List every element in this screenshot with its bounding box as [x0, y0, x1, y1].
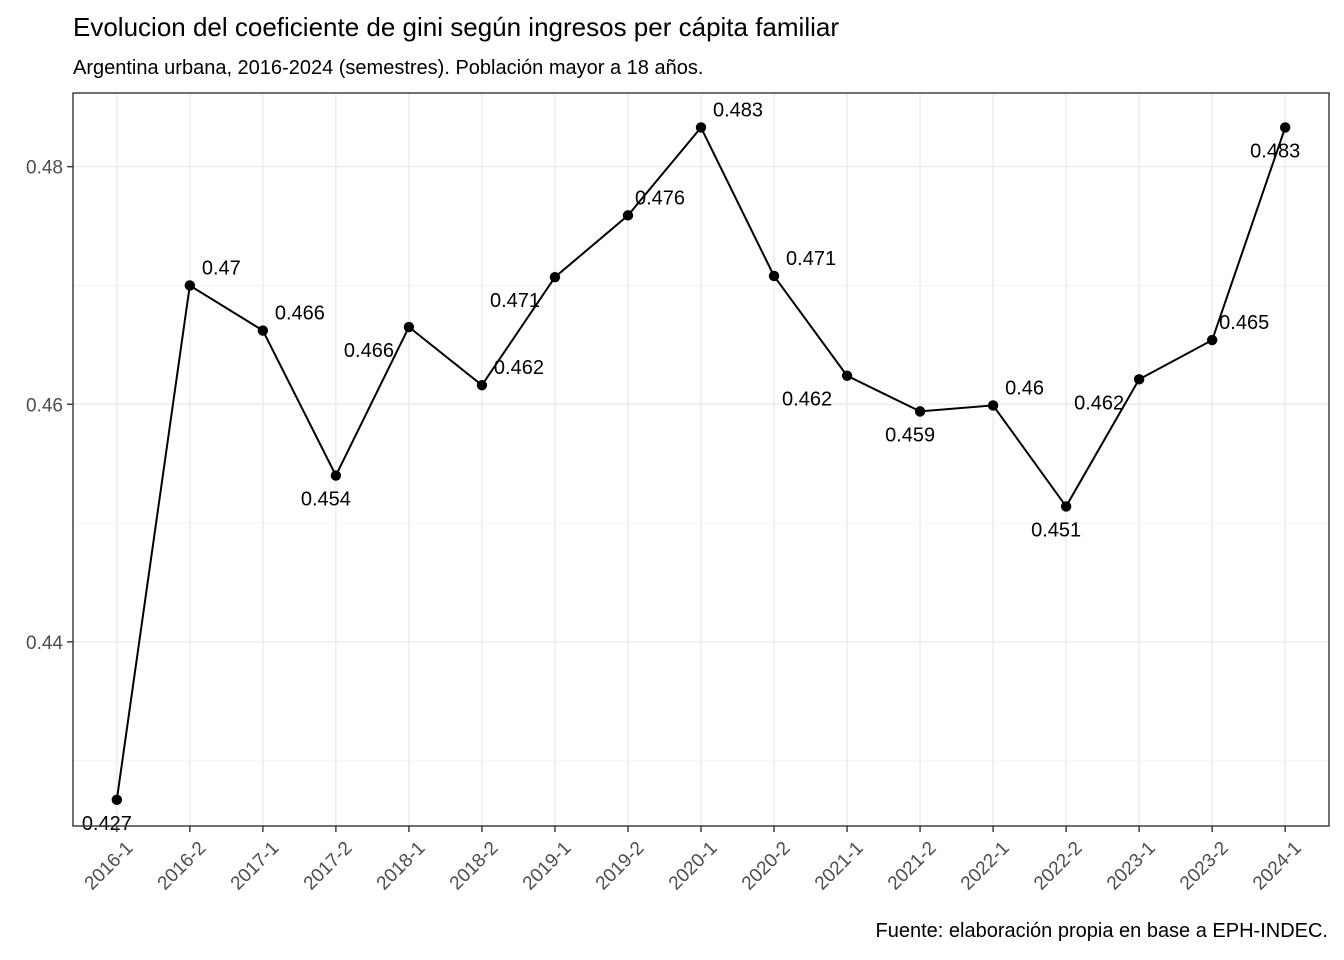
axes: 0.44 0.46 0.48 2016-1 2016-2 2017-1 2017-2 2018… [26, 92, 1330, 895]
data-point-2019-2 [622, 210, 634, 221]
data-label-2024-1: 0.483 [1250, 140, 1300, 162]
x-tick-label-2024-1: 2024-1 [1249, 838, 1306, 895]
data-point-2023-1 [1133, 374, 1145, 385]
data-point-2024-1 [1279, 122, 1291, 133]
x-tick-label-2022-1: 2022-1 [957, 838, 1014, 895]
y-tick-label: 0.46 [26, 395, 63, 416]
x-tick-label-2017-2: 2017-2 [300, 838, 357, 895]
x-tick-label-2016-1: 2016-1 [81, 838, 138, 895]
x-tick-label-2021-2: 2021-2 [884, 838, 941, 895]
x-tick-label-2018-2: 2018-2 [446, 838, 503, 895]
x-tick-label-2017-1: 2017-1 [227, 838, 284, 895]
x-tick-label-2021-1: 2021-1 [811, 838, 868, 895]
grid [73, 93, 1329, 826]
data-label-2016-1: 0.427 [82, 813, 132, 835]
x-tick-label-2019-1: 2019-1 [519, 838, 576, 895]
data-labels: 0.427 0.47 0.466 0.454 0.466 0.462 0.471 0.476 0… [82, 99, 1300, 834]
data-label-2022-2: 0.451 [1031, 519, 1081, 541]
y-tick-label: 0.44 [26, 633, 63, 654]
data-point-2021-2 [914, 406, 926, 417]
data-point-2020-2 [768, 270, 780, 282]
data-point-2018-2 [476, 380, 488, 391]
x-tick-label-2023-1: 2023-1 [1103, 838, 1160, 895]
data-point-2017-2 [330, 470, 342, 481]
data-label-2018-1: 0.466 [344, 340, 394, 362]
data-point-2022-2 [1060, 501, 1072, 512]
data-point-2021-1 [841, 370, 853, 381]
data-label-2017-2: 0.454 [301, 489, 351, 511]
x-tick-label-2019-2: 2019-2 [592, 838, 649, 895]
x-tick-label-2023-2: 2023-2 [1176, 838, 1233, 895]
data-point-2020-1 [695, 122, 707, 133]
data-label-2019-2: 0.476 [635, 187, 685, 209]
data-label-2021-2: 0.459 [885, 424, 935, 446]
data-point-2023-2 [1206, 334, 1218, 346]
data-label-2023-2: 0.465 [1219, 312, 1269, 334]
data-label-2018-2: 0.462 [494, 357, 544, 379]
x-tick-label-2020-2: 2020-2 [738, 838, 795, 895]
x-tick-label-2020-1: 2020-1 [665, 838, 722, 895]
data-point-2016-2 [184, 280, 196, 291]
data-label-2017-1: 0.466 [275, 303, 325, 325]
data-point-2022-1 [987, 400, 999, 411]
data-label-2023-1: 0.462 [1074, 392, 1124, 414]
y-tick-label: 0.48 [26, 158, 63, 179]
x-tick-label-2016-2: 2016-2 [154, 838, 211, 895]
data-points [111, 122, 1291, 806]
data-point-2019-1 [549, 271, 561, 283]
data-point-2016-1 [111, 794, 123, 806]
chart-subtitle: Argentina urbana, 2016-2024 (semestres).… [73, 57, 704, 79]
x-tick-label-2018-1: 2018-1 [373, 838, 430, 895]
data-point-2017-1 [257, 325, 269, 336]
data-label-2019-1: 0.471 [490, 290, 540, 312]
data-point-2018-1 [403, 321, 415, 333]
data-label-2016-2: 0.47 [202, 257, 241, 279]
data-label-2020-2: 0.471 [786, 248, 836, 270]
chart-caption: Fuente: elaboración propia en base a EPH… [875, 920, 1328, 942]
data-label-2020-1: 0.483 [713, 99, 763, 121]
data-label-2022-1: 0.46 [1005, 377, 1044, 399]
data-label-2021-1: 0.462 [782, 389, 832, 411]
x-tick-label-2022-2: 2022-2 [1030, 838, 1087, 895]
chart-title: Evolucion del coeficiente de gini según … [73, 12, 839, 42]
